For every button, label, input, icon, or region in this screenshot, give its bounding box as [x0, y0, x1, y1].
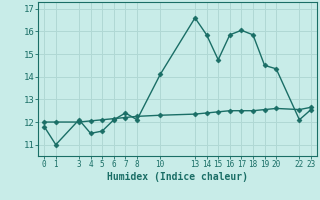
X-axis label: Humidex (Indice chaleur): Humidex (Indice chaleur): [107, 172, 248, 182]
